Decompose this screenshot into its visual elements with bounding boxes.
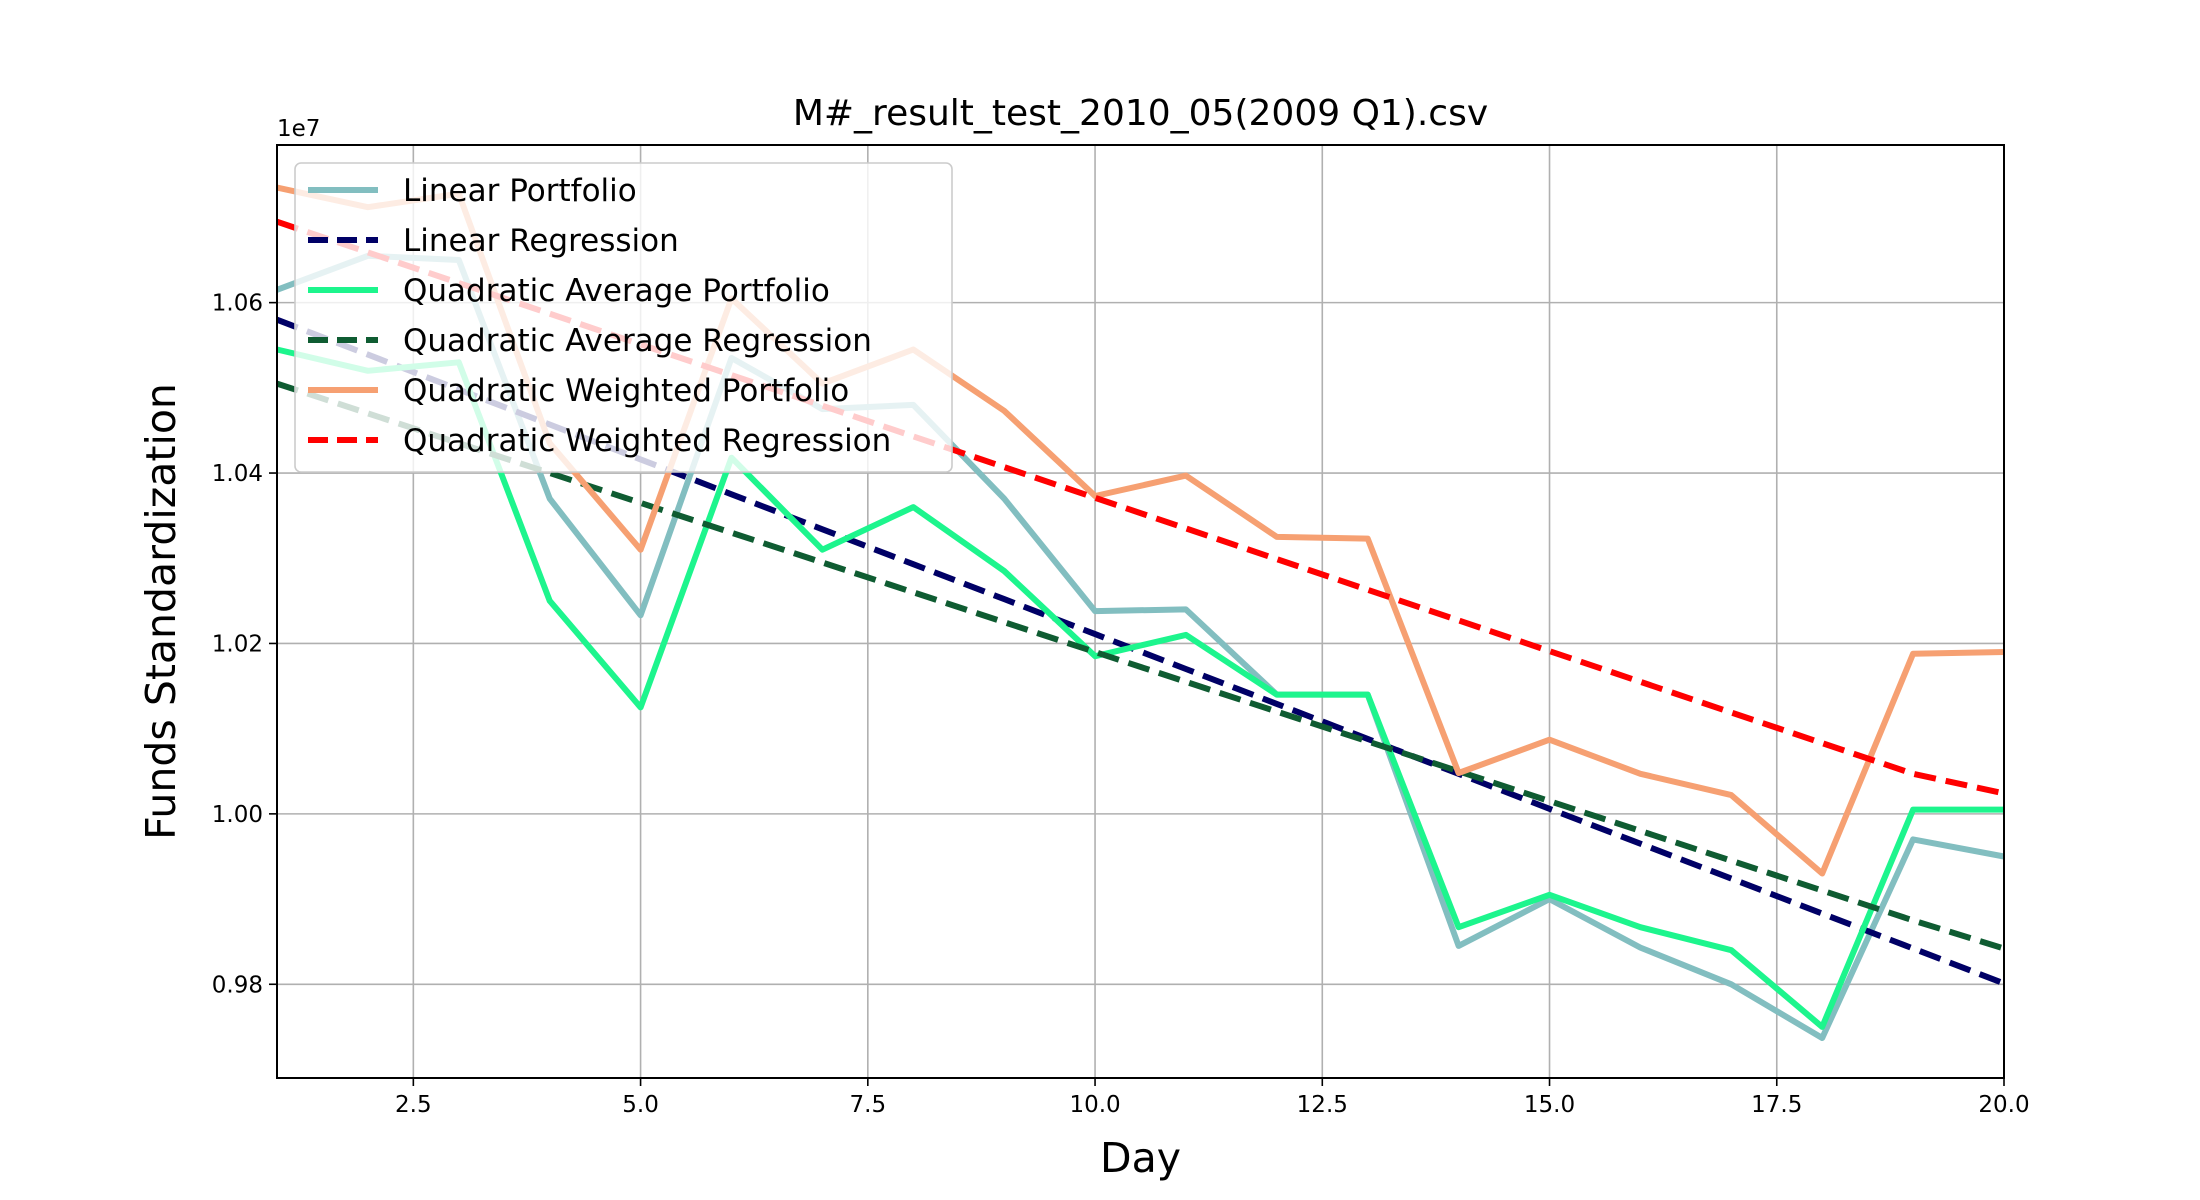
- y-tick-label: 1.02: [212, 631, 263, 657]
- x-tick-label: 17.5: [1751, 1092, 1802, 1118]
- x-tick-label: 20.0: [1978, 1092, 2029, 1118]
- x-tick-label: 2.5: [395, 1092, 432, 1118]
- x-tick-label: 10.0: [1069, 1092, 1120, 1118]
- chart-title: M#_result_test_2010_05(2009 Q1).csv: [793, 93, 1488, 134]
- x-tick-label: 5.0: [622, 1092, 659, 1118]
- x-axis-label: Day: [1100, 1134, 1181, 1182]
- series-line-4: [276, 380, 2005, 952]
- y-axis-label: Funds Standardization: [137, 383, 185, 840]
- y-tick-label: 1.00: [212, 802, 263, 828]
- legend-label-5: Quadratic Weighted Portfolio: [403, 373, 849, 409]
- y-tick-label: 0.98: [212, 972, 263, 998]
- x-tick-label: 15.0: [1524, 1092, 1575, 1118]
- x-tick-label: 7.5: [850, 1092, 887, 1118]
- series-line-3: [276, 346, 2004, 1030]
- plot-frame: [276, 144, 2005, 1079]
- y-tick-label: 1.04: [212, 461, 263, 487]
- legend-label-4: Quadratic Average Regression: [403, 323, 872, 359]
- series-layer: [275, 184, 2006, 1041]
- legend: Linear Portfolio Linear Regression Quadrat…: [294, 162, 953, 473]
- y-offset-label: 1e7: [277, 116, 320, 142]
- x-tick-label: 12.5: [1297, 1092, 1348, 1118]
- legend-label-6: Quadratic Weighted Regression: [403, 423, 891, 459]
- ticks: 2.5 5.0 7.5 10.0 12.5 15.0 17.5 20.0 0.98 1.00 1.0…: [212, 291, 2030, 1118]
- y-tick-label: 1.06: [212, 291, 263, 317]
- legend-label-2: Linear Regression: [403, 223, 679, 259]
- series-line-1: [275, 252, 2005, 1041]
- legend-label-1: Linear Portfolio: [403, 173, 637, 209]
- legend-label-3: Quadratic Average Portfolio: [403, 273, 830, 309]
- legend-box: [294, 162, 953, 473]
